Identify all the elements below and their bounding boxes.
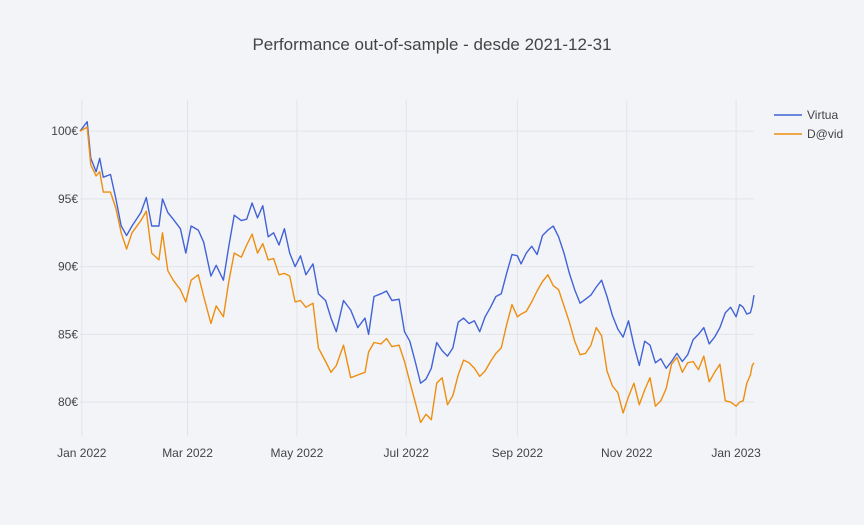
legend[interactable]: Virtua D@vid [774, 108, 843, 141]
axis-labels: 80€ 85€ 90€ 95€ 100€ Jan 2022 Mar 2022 May 2022… [51, 124, 761, 460]
x-tick-label: Mar 2022 [162, 446, 213, 460]
x-tick-label: Nov 2022 [601, 446, 653, 460]
series-lines [79, 121, 755, 424]
series-line-0[interactable] [79, 121, 755, 384]
y-tick-label: 95€ [58, 192, 78, 206]
x-tick-label: Jul 2022 [384, 446, 430, 460]
chart-title: Performance out-of-sample - desde 2021-1… [252, 35, 611, 54]
legend-label: Virtua [807, 108, 838, 122]
grid-lines [80, 100, 754, 436]
y-tick-label: 90€ [58, 260, 78, 274]
y-tick-label: 85€ [58, 327, 78, 341]
x-tick-label: Jan 2022 [57, 446, 107, 460]
series-line-1[interactable] [79, 126, 755, 424]
legend-item-0[interactable]: Virtua [774, 108, 838, 122]
legend-item-1[interactable]: D@vid [774, 127, 843, 141]
y-tick-label: 80€ [58, 395, 78, 409]
y-tick-label: 100€ [51, 124, 78, 138]
x-tick-label: Sep 2022 [492, 446, 544, 460]
legend-label: D@vid [807, 127, 843, 141]
x-tick-label: Jan 2023 [711, 446, 761, 460]
x-tick-label: May 2022 [271, 446, 324, 460]
